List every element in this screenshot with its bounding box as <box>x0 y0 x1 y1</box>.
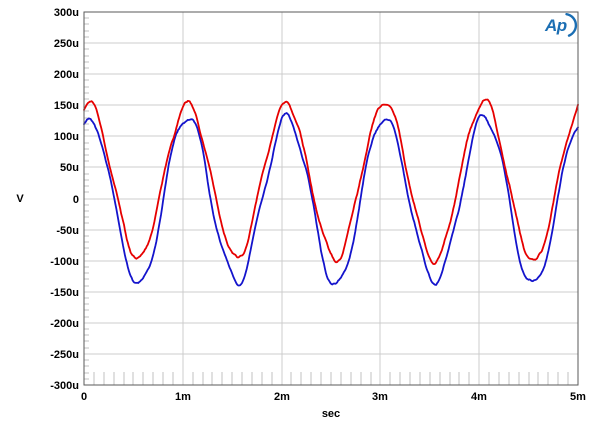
y-tick-label: -100u <box>50 256 79 268</box>
y-tick-label: 250u <box>54 38 79 50</box>
x-tick-label: 5m <box>570 391 586 403</box>
x-tick-label: 0 <box>81 391 87 403</box>
ap-logo-paren <box>565 13 578 37</box>
y-tick-label: -150u <box>50 287 79 299</box>
y-tick-label: 100u <box>54 131 79 143</box>
x-tick-label: 1m <box>175 391 191 403</box>
y-tick-label: 0 <box>73 194 79 206</box>
y-axis-label: V <box>16 193 24 205</box>
ap-logo-graphic: Ap <box>544 13 578 37</box>
ap-logo-text: Ap <box>544 16 567 35</box>
y-tick-label: 300u <box>54 7 79 19</box>
series-blue-trace <box>83 112 579 287</box>
y-tick-label: -250u <box>50 349 79 361</box>
plot-border <box>83 11 579 386</box>
x-tick-label: 3m <box>372 391 388 403</box>
x-axis-label: sec <box>322 408 340 420</box>
y-tick-label: -200u <box>50 318 79 330</box>
x-tick-label: 2m <box>274 391 290 403</box>
series-red-trace <box>83 98 579 266</box>
x-tick-label: 4m <box>471 391 487 403</box>
y-tick-label: 150u <box>54 100 79 112</box>
y-tick-label: 200u <box>54 69 79 81</box>
y-tick-label: 50u <box>60 162 79 174</box>
y-tick-label: -300u <box>50 380 79 392</box>
y-tick-label: -50u <box>56 225 79 237</box>
ap-logo: Ap <box>542 11 580 40</box>
